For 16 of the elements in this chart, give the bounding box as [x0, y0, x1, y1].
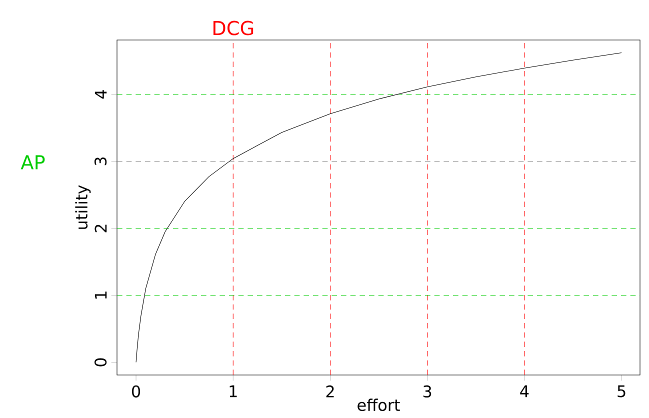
- y-tick-label: 4: [94, 90, 107, 99]
- x-tick-label: 0: [132, 385, 140, 398]
- line-series: [136, 52, 622, 363]
- y-tick-label: 1: [94, 292, 107, 299]
- x-tick-label: 5: [618, 385, 626, 398]
- text: AP: [20, 155, 45, 170]
- x-tick-label: 1: [230, 385, 237, 398]
- x-axis-title: effort: [358, 398, 400, 412]
- y-tick-label: 0: [94, 358, 107, 366]
- y-tick-label: 2: [94, 224, 107, 232]
- x-tick-label: 4: [520, 385, 529, 398]
- x-tick-label: 2: [326, 385, 334, 398]
- ref-line-label: DCG: [213, 20, 254, 36]
- y-tick-label: 3: [94, 157, 107, 166]
- x-tick-label: 3: [423, 385, 432, 398]
- y-axis-title: utility: [75, 185, 91, 229]
